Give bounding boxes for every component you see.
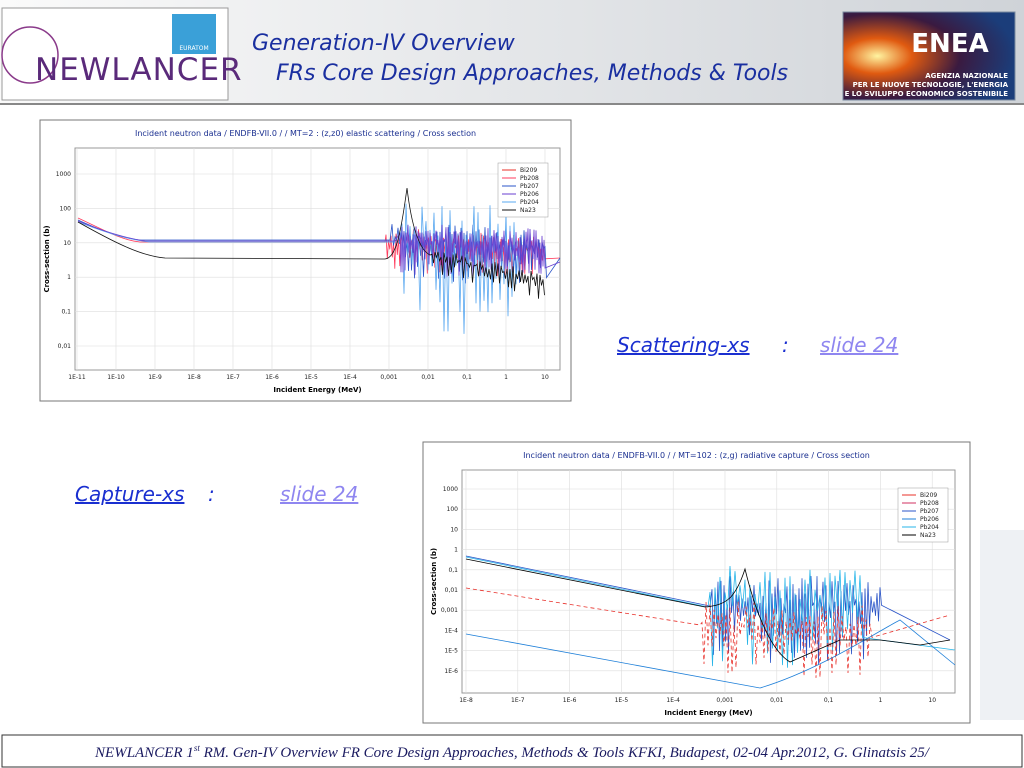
y-tick-label: 0,1 xyxy=(61,309,71,316)
enea-name: ENEA xyxy=(911,29,988,59)
footer: NEWLANCER 1st RM. Gen-IV Overview FR Cor… xyxy=(94,743,931,761)
y-tick-label: 1 xyxy=(454,547,458,554)
euratom-text: EURATOM xyxy=(179,45,208,52)
y-tick-label: 0,01 xyxy=(445,587,459,594)
slide-subtitle: FRs Core Design Approaches, Methods & To… xyxy=(276,61,788,86)
link-label[interactable]: Capture-xs xyxy=(75,482,184,506)
x-tick-label: 0,01 xyxy=(421,374,435,381)
trace xyxy=(465,558,951,663)
legend-label: Bi209 xyxy=(520,167,537,174)
footer-text: RM. Gen-IV Overview FR Core Design Appro… xyxy=(200,745,931,761)
y-tick-label: 1E-5 xyxy=(444,648,458,655)
x-tick-label: 0,001 xyxy=(716,697,733,704)
enea-line: E LO SVILUPPO ECONOMICO SOSTENIBILE xyxy=(845,90,1009,98)
x-tick-label: 10 xyxy=(928,697,936,704)
x-tick-label: 1E-11 xyxy=(68,374,86,381)
y-tick-label: 0,001 xyxy=(441,607,458,614)
x-tick-label: 1E-6 xyxy=(563,697,577,704)
x-tick-label: 1 xyxy=(878,697,882,704)
legend-box xyxy=(497,162,549,218)
y-axis-label: Cross-section (b) xyxy=(43,225,51,292)
trace xyxy=(465,587,951,678)
x-tick-label: 1E-9 xyxy=(148,374,162,381)
slide-link[interactable]: slide 24 xyxy=(820,333,898,357)
legend-label: Na23 xyxy=(920,532,936,539)
legend-label: Pb204 xyxy=(920,524,939,531)
euratom-badge xyxy=(172,14,216,54)
y-tick-label: 1000 xyxy=(443,486,458,493)
y-tick-label: 0,01 xyxy=(58,343,72,350)
x-tick-label: 1E-4 xyxy=(666,697,680,704)
x-tick-label: 1E-5 xyxy=(615,697,629,704)
y-axis-label: Cross-section (b) xyxy=(430,548,438,615)
x-tick-label: 1E-5 xyxy=(304,374,318,381)
y-tick-label: 100 xyxy=(447,506,459,513)
legend-label: Pb206 xyxy=(520,191,539,198)
legend-label: Pb206 xyxy=(920,516,939,523)
x-axis-label: Incident Energy (MeV) xyxy=(273,386,361,394)
logo-ring xyxy=(1,26,59,84)
x-tick-label: 1E-7 xyxy=(226,374,240,381)
trace xyxy=(465,619,956,689)
side-panel xyxy=(980,530,1024,720)
legend-label: Pb207 xyxy=(520,183,539,190)
x-tick-label: 1E-10 xyxy=(107,374,125,381)
trace xyxy=(465,556,956,668)
y-tick-label: 10 xyxy=(450,526,458,533)
footer-sup: st xyxy=(194,743,201,753)
y-tick-label: 1E-4 xyxy=(444,627,458,634)
trace xyxy=(77,187,545,299)
x-tick-label: 0,1 xyxy=(462,374,472,381)
link-colon: : xyxy=(208,482,215,506)
y-tick-label: 1E-6 xyxy=(444,668,458,675)
legend-label: Pb204 xyxy=(520,199,539,206)
y-tick-label: 0,1 xyxy=(448,567,458,574)
x-tick-label: 1 xyxy=(504,374,508,381)
figure-title: Incident neutron data / ENDFB-VII.0 / / … xyxy=(523,451,870,460)
slide-link[interactable]: slide 24 xyxy=(280,482,358,506)
y-tick-label: 1000 xyxy=(56,171,71,178)
x-tick-label: 1E-8 xyxy=(187,374,201,381)
footer-box xyxy=(1,734,1023,768)
x-tick-label: 0,01 xyxy=(770,697,784,704)
x-tick-label: 1E-6 xyxy=(265,374,279,381)
enea-line: PER LE NUOVE TECNOLOGIE, L'ENERGIA xyxy=(853,81,1009,89)
newlancer-text: NEWLANCER xyxy=(35,52,243,88)
plot-area xyxy=(461,469,956,694)
legend-label: Pb208 xyxy=(520,175,539,182)
link-label[interactable]: Scattering-xs xyxy=(617,333,750,357)
slide-title: Generation-IV Overview xyxy=(252,31,516,56)
x-tick-label: 10 xyxy=(541,374,549,381)
x-tick-label: 0,1 xyxy=(824,697,834,704)
trace xyxy=(77,220,561,277)
y-tick-label: 1 xyxy=(67,274,71,281)
y-tick-label: 100 xyxy=(60,205,72,212)
enea-line: AGENZIA NAZIONALE xyxy=(925,72,1008,80)
footer-text: NEWLANCER 1 xyxy=(94,745,194,761)
header-rule xyxy=(0,103,1024,105)
x-tick-label: 0,001 xyxy=(380,374,397,381)
x-axis-label: Incident Energy (MeV) xyxy=(664,709,752,717)
legend-label: Na23 xyxy=(520,207,536,214)
x-tick-label: 1E-4 xyxy=(343,374,357,381)
x-tick-label: 1E-8 xyxy=(459,697,473,704)
legend-label: Bi209 xyxy=(920,492,937,499)
legend-box xyxy=(897,487,949,543)
y-tick-label: 10 xyxy=(63,240,71,247)
figure-title: Incident neutron data / ENDFB-VII.0 / / … xyxy=(135,129,476,138)
legend-label: Pb208 xyxy=(920,500,939,507)
enea-logo xyxy=(842,11,1016,101)
legend-label: Pb207 xyxy=(920,508,939,515)
link-colon: : xyxy=(782,333,789,357)
x-tick-label: 1E-7 xyxy=(511,697,525,704)
